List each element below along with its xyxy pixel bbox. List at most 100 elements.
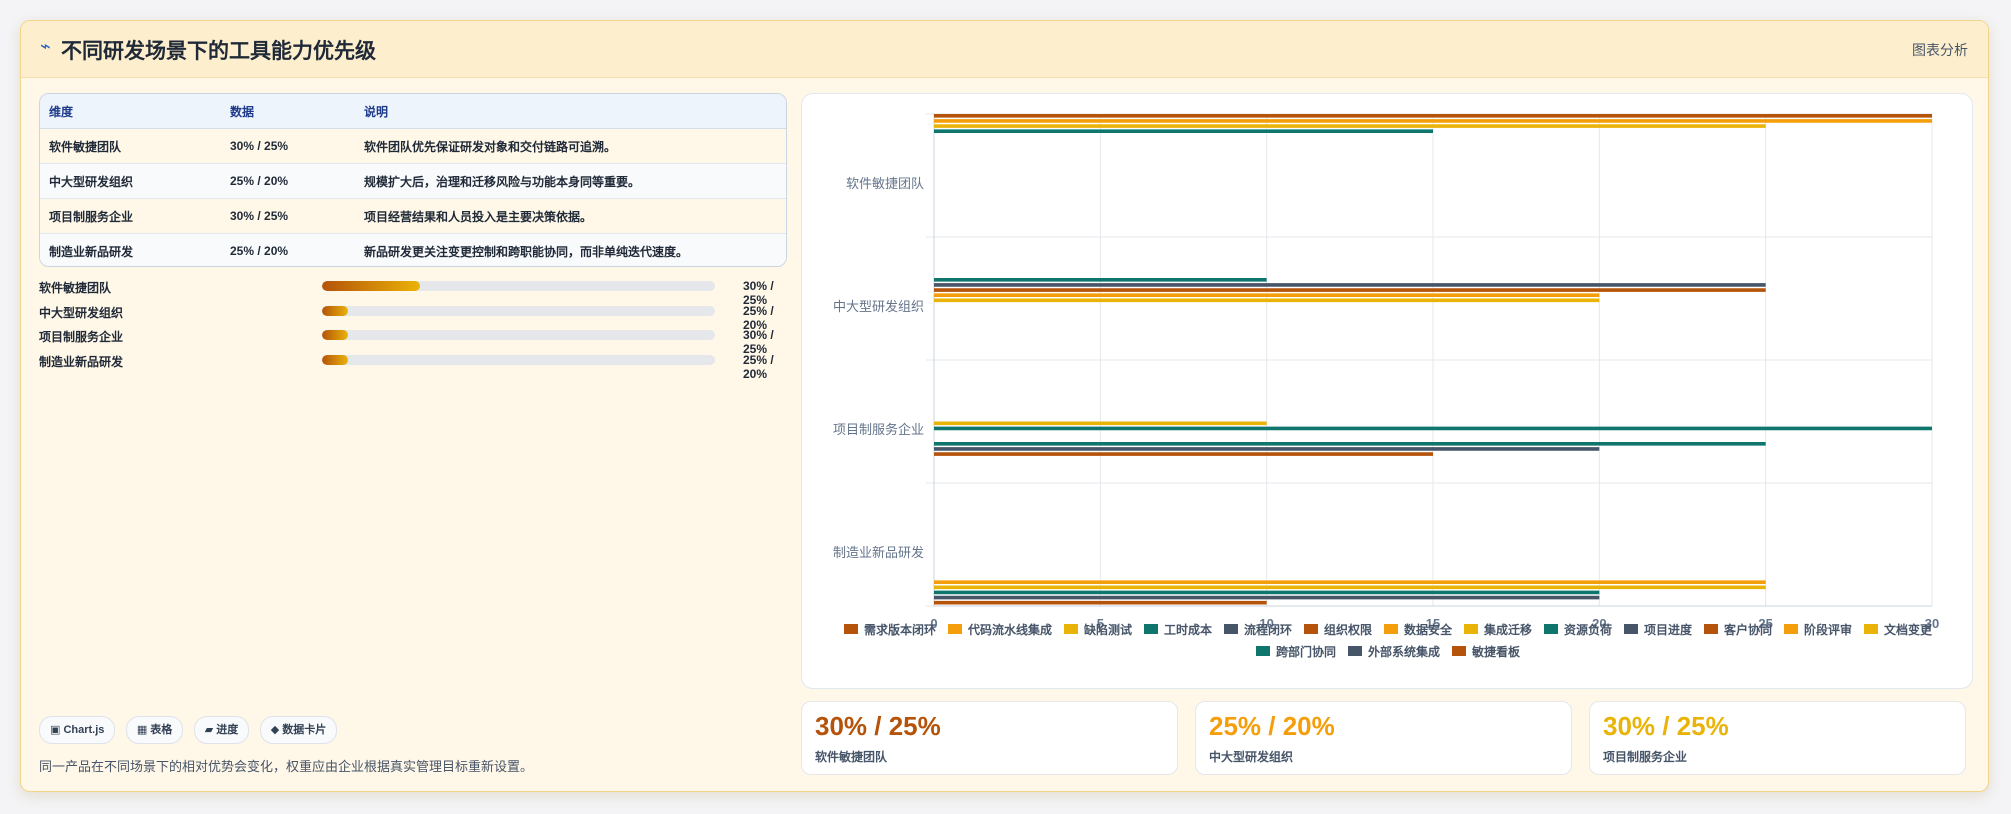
progress-track xyxy=(322,330,715,340)
bar-chart: 0 5 10 15 20 25 30 软件敏捷团队 中大型研发组织 项目制服务企业 制造业新品研发需… xyxy=(801,93,1973,689)
card-header: ⌁ 不同研发场景下的工具能力优先级 图表分析 xyxy=(21,21,1988,78)
progress-fill xyxy=(322,305,348,316)
progress-track xyxy=(322,305,715,316)
bar xyxy=(934,283,1766,287)
progress-row: 中大型研发组织 25% / 20% xyxy=(39,301,789,332)
progress-label: 中大型研发组织 xyxy=(39,305,124,320)
legend-swatch xyxy=(1064,624,1078,634)
bar xyxy=(934,595,1600,600)
legend-label: 跨部门协同 xyxy=(1276,644,1336,659)
legend-swatch xyxy=(1384,624,1398,634)
legend-label: 工时成本 xyxy=(1164,622,1212,637)
legend-label: 项目进度 xyxy=(1644,622,1693,637)
x-tick-label: 15 xyxy=(1426,616,1440,631)
legend-label: 外部系统集成 xyxy=(1368,644,1440,659)
table-row: 软件敏捷团队 30% / 25% 软件团队优先保证研发对象和交付链路可追溯。 xyxy=(40,128,786,164)
table-cell: 项目制服务企业 xyxy=(40,198,221,234)
lightning-icon: ⌁ xyxy=(40,36,51,56)
table-cell: 新品研发更关注变更控制和跨职能协同，而非单纯迭代速度。 xyxy=(355,233,786,266)
legend-swatch xyxy=(1464,624,1478,634)
legend-label: 代码流水线集成 xyxy=(967,622,1052,637)
x-tick-label: 5 xyxy=(1097,616,1104,631)
progress-label: 项目制服务企业 xyxy=(39,330,124,344)
kpi-value: 30% / 25% xyxy=(815,711,941,741)
column-header-data: 数据 xyxy=(221,94,355,129)
bar xyxy=(934,426,1932,431)
tag-table[interactable]: ▦ 表格 xyxy=(125,716,184,744)
column-header-description: 说明 xyxy=(355,94,786,129)
x-tick-label: 30 xyxy=(1925,616,1939,631)
progress-label: 软件敏捷团队 xyxy=(39,281,112,295)
table-header-row: 维度 数据 说明 xyxy=(40,94,786,129)
bar xyxy=(934,278,1267,282)
legend-swatch xyxy=(1544,624,1558,634)
table-cell: 25% / 20% xyxy=(221,233,355,266)
footnote: 同一产品在不同场景下的相对优势会变化，权重应由企业根据真实管理目标重新设置。 xyxy=(39,759,534,774)
bar xyxy=(934,421,1267,426)
legend-label: 敏捷看板 xyxy=(1471,644,1521,659)
bar xyxy=(934,600,1267,605)
legend-swatch xyxy=(948,624,962,634)
legend-swatch xyxy=(1224,624,1238,634)
legend-label: 资源负荷 xyxy=(1564,622,1612,637)
kpi-value: 30% / 25% xyxy=(1603,711,1729,741)
progress-track xyxy=(322,281,715,291)
progress-row: 制造业新品研发 25% / 20% xyxy=(39,350,789,381)
bar xyxy=(934,298,1600,303)
x-tick-label: 25 xyxy=(1758,616,1772,631)
legend-swatch xyxy=(1144,624,1158,634)
kpi-card: 30% / 25% 软件敏捷团队 xyxy=(801,701,1178,775)
legend-label: 文档变更 xyxy=(1884,622,1933,637)
x-tick-label: 0 xyxy=(930,616,937,631)
y-tick-label: 项目制服务企业 xyxy=(833,422,924,437)
bar xyxy=(934,590,1600,595)
legend-swatch xyxy=(1348,646,1362,656)
table-cell: 30% / 25% xyxy=(221,198,355,234)
table-cell: 制造业新品研发 xyxy=(40,233,221,266)
progress-fill xyxy=(322,330,348,340)
chart-analysis-link[interactable]: 图表分析 xyxy=(1912,42,1968,58)
table-cell: 软件敏捷团队 xyxy=(40,128,221,164)
bar xyxy=(934,447,1600,451)
y-tick-label: 软件敏捷团队 xyxy=(846,176,924,191)
bar xyxy=(934,452,1433,456)
page-title: 不同研发场景下的工具能力优先级 xyxy=(61,40,376,63)
bar xyxy=(934,585,1766,590)
table-row: 项目制服务企业 30% / 25% 项目经营结果和人员投入是主要决策依据。 xyxy=(40,198,786,234)
legend-label: 需求版本闭环 xyxy=(864,622,936,637)
table-cell: 项目经营结果和人员投入是主要决策依据。 xyxy=(355,198,786,234)
legend-label: 阶段评审 xyxy=(1804,622,1852,637)
table-cell: 中大型研发组织 xyxy=(40,163,221,199)
legend-swatch xyxy=(1704,624,1718,634)
kpi-value: 25% / 20% xyxy=(1209,711,1335,741)
chart-svg: 0 5 10 15 20 25 30 软件敏捷团队中大型研发组织项目制服务企业制造业新品研发需… xyxy=(833,113,1939,659)
legend-label: 数据安全 xyxy=(1404,622,1453,637)
bar xyxy=(934,442,1766,446)
progress-fill xyxy=(322,281,421,291)
progress-value: 25% / 20% xyxy=(743,352,774,381)
bar xyxy=(934,119,1932,123)
table-cell: 30% / 25% xyxy=(221,128,355,164)
tag-data-card[interactable]: ◆ 数据卡片 xyxy=(259,716,338,744)
table-cell: 25% / 20% xyxy=(221,163,355,199)
table-row: 中大型研发组织 25% / 20% 规模扩大后，治理和迁移风险与功能本身同等重要… xyxy=(40,163,786,199)
tag-chartjs[interactable]: ▣ Chart.js xyxy=(39,716,116,744)
kpi-label: 软件敏捷团队 xyxy=(815,750,888,764)
legend-label: 客户协同 xyxy=(1723,622,1772,637)
progress-row: 软件敏捷团队 30% / 25% xyxy=(39,276,789,307)
legend-label: 缺陷测试 xyxy=(1084,622,1132,637)
kpi-label: 中大型研发组织 xyxy=(1209,750,1294,764)
legend-swatch xyxy=(844,624,858,634)
progress-list: 软件敏捷团队 30% / 25% 中大型研发组织 25% / 20% 项目制服务… xyxy=(39,276,789,381)
dashboard-card: ⌁ 不同研发场景下的工具能力优先级 图表分析 维度 数据 说明 软件敏捷团队 3… xyxy=(20,20,1989,792)
kpi-card: 30% / 25% 项目制服务企业 xyxy=(1589,701,1966,775)
progress-row: 项目制服务企业 30% / 25% xyxy=(39,325,789,356)
tag-progress[interactable]: ▰ 进度 xyxy=(193,716,250,744)
legend-swatch xyxy=(1784,624,1798,634)
bar xyxy=(934,129,1433,133)
bar xyxy=(934,124,1766,128)
progress-fill xyxy=(322,354,348,365)
progress-value: 30% / 25% xyxy=(743,328,774,356)
y-tick-label: 制造业新品研发 xyxy=(833,545,924,560)
legend-swatch xyxy=(1624,624,1638,634)
